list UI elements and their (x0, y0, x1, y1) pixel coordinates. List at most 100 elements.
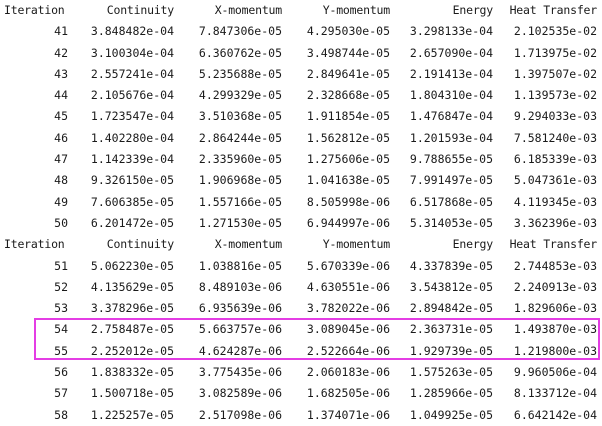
table-row: 48 9.326150e-05 1.906968e-05 1.041638e-05 7.… (0, 170, 602, 191)
column-header: Y-momentum (322, 3, 390, 17)
residual-cell: 4.135629e-05 (90, 279, 174, 294)
iteration-cell: 57 (54, 386, 68, 401)
residual-cell: 2.657090e-04 (409, 45, 493, 60)
residual-cell: 3.378296e-05 (90, 301, 174, 316)
column-header: Iteration (4, 3, 65, 17)
residual-cell: 2.758487e-05 (90, 322, 174, 337)
iteration-cell: 46 (54, 130, 68, 145)
residual-cell: 8.489103e-06 (198, 279, 282, 294)
residual-cell: 1.275606e-05 (306, 152, 390, 167)
table-row: 41 3.848482e-04 7.847306e-05 4.295030e-05 3.… (0, 21, 602, 42)
residual-cell: 1.374071e-06 (306, 407, 390, 422)
residual-cell: 2.191413e-04 (409, 66, 493, 81)
residual-cell: 1.838332e-05 (90, 365, 174, 380)
table-row: 51 5.062230e-05 1.038816e-05 5.670339e-06 4.… (0, 256, 602, 277)
residual-cell: 2.522664e-06 (306, 343, 390, 358)
residual-cell: 4.630551e-06 (306, 279, 390, 294)
table-row: 47 1.142339e-04 2.335960e-05 1.275606e-05 9.… (0, 149, 602, 170)
residual-cell: 2.328668e-05 (306, 88, 390, 103)
residual-cell: 6.642142e-04 (513, 407, 597, 422)
residual-cell: 1.038816e-05 (198, 258, 282, 273)
residual-cell: 4.119345e-03 (513, 194, 597, 209)
residual-cell: 7.581240e-03 (513, 130, 597, 145)
column-header: Heat Transfer (509, 3, 598, 17)
residual-cell: 2.849641e-05 (306, 66, 390, 81)
residual-cell: 9.788655e-05 (409, 152, 493, 167)
residual-cell: 1.557166e-05 (198, 194, 282, 209)
residual-cell: 5.663757e-06 (198, 322, 282, 337)
column-header: Energy (452, 237, 494, 252)
iteration-cell: 43 (54, 66, 68, 81)
residual-cell: 4.337839e-05 (409, 258, 493, 273)
residual-cell: 5.670339e-06 (306, 258, 390, 273)
column-header: Heat Transfer (509, 237, 598, 252)
residual-cell: 3.782022e-06 (306, 301, 390, 316)
residual-cell: 5.235688e-05 (198, 66, 282, 81)
residual-cell: 1.049925e-05 (409, 407, 493, 422)
residual-cell: 2.060183e-06 (306, 365, 390, 380)
residual-cell: 9.960506e-04 (513, 365, 597, 380)
iteration-cell: 44 (54, 88, 68, 103)
table-row: 50 6.201472e-05 1.271530e-05 6.944997e-06 5.… (0, 213, 602, 234)
iteration-cell: 41 (54, 24, 68, 39)
residual-cell: 6.935639e-06 (198, 301, 282, 316)
residual-cell: 1.041638e-05 (306, 173, 390, 188)
residual-cell: 3.848482e-04 (90, 24, 174, 39)
residual-cell: 9.294033e-03 (513, 109, 597, 124)
residual-cell: 1.142339e-04 (90, 152, 174, 167)
iteration-cell: 45 (54, 109, 68, 124)
table-row: 52 4.135629e-05 8.489103e-06 4.630551e-06 3.… (0, 277, 602, 298)
column-header: X-momentum (214, 237, 282, 252)
iteration-cell: 51 (54, 258, 68, 273)
table-row: 49 7.606385e-05 1.557166e-05 8.505998e-06 6.… (0, 192, 602, 213)
residual-cell: 2.744853e-03 (513, 258, 597, 273)
residual-cell: 1.397507e-02 (513, 66, 597, 81)
residual-cell: 5.047361e-03 (513, 173, 597, 188)
column-header: Continuity (106, 3, 174, 17)
residual-cell: 9.326150e-05 (90, 173, 174, 188)
residual-cell: 6.201472e-05 (90, 215, 174, 230)
iteration-cell: 48 (54, 173, 68, 188)
residual-cell: 1.493870e-03 (513, 322, 597, 337)
table-row: 57 1.500718e-05 3.082589e-06 1.682505e-06 1.… (0, 383, 602, 404)
residual-cell: 7.847306e-05 (198, 24, 282, 39)
iteration-cell: 50 (54, 215, 68, 230)
residual-cell: 1.225257e-05 (90, 407, 174, 422)
table-row: 43 2.557241e-04 5.235688e-05 2.849641e-05 2.… (0, 64, 602, 85)
residual-cell: 6.944997e-06 (306, 215, 390, 230)
residual-cell: 2.252012e-05 (90, 343, 174, 358)
residual-cell: 5.062230e-05 (90, 258, 174, 273)
residual-cell: 6.517868e-05 (409, 194, 493, 209)
header-row: Iteration Continuity X-momentum Y-momentum E… (0, 234, 602, 255)
table-row: 56 1.838332e-05 3.775435e-06 2.060183e-06 1.… (0, 362, 602, 383)
column-header: Continuity (106, 237, 174, 252)
residual-cell: 4.624287e-06 (198, 343, 282, 358)
table-row: 46 1.402280e-04 2.864244e-05 1.562812e-05 1.… (0, 128, 602, 149)
residual-cell: 2.864244e-05 (198, 130, 282, 145)
iteration-cell: 54 (54, 322, 68, 337)
iteration-cell: 52 (54, 279, 68, 294)
residual-cell: 1.575263e-05 (409, 365, 493, 380)
residual-cell: 1.723547e-04 (90, 109, 174, 124)
residual-cell: 1.829606e-03 (513, 301, 597, 316)
residual-cell: 1.476847e-04 (409, 109, 493, 124)
residual-cell: 3.775435e-06 (198, 365, 282, 380)
residual-cell: 3.089045e-06 (306, 322, 390, 337)
residual-cell: 3.100304e-04 (90, 45, 174, 60)
residual-cell: 1.804310e-04 (409, 88, 493, 103)
residual-cell: 3.498744e-05 (306, 45, 390, 60)
residual-cell: 2.102535e-02 (513, 24, 597, 39)
iteration-cell: 47 (54, 152, 68, 167)
table-row: 45 1.723547e-04 3.510368e-05 1.911854e-05 1.… (0, 106, 602, 127)
residual-cell: 2.335960e-05 (198, 152, 282, 167)
table-row: 55 2.252012e-05 4.624287e-06 2.522664e-06 1.… (0, 341, 602, 362)
residual-cell: 8.133712e-04 (513, 386, 597, 401)
residual-cell: 6.185339e-03 (513, 152, 597, 167)
residual-cell: 1.271530e-05 (198, 215, 282, 230)
table-row: 42 3.100304e-04 6.360762e-05 3.498744e-05 2.… (0, 43, 602, 64)
iteration-cell: 42 (54, 45, 68, 60)
residual-cell: 1.911854e-05 (306, 109, 390, 124)
residual-cell: 1.285966e-05 (409, 386, 493, 401)
residual-cell: 3.510368e-05 (198, 109, 282, 124)
table-row: 44 2.105676e-04 4.299329e-05 2.328668e-05 1.… (0, 85, 602, 106)
